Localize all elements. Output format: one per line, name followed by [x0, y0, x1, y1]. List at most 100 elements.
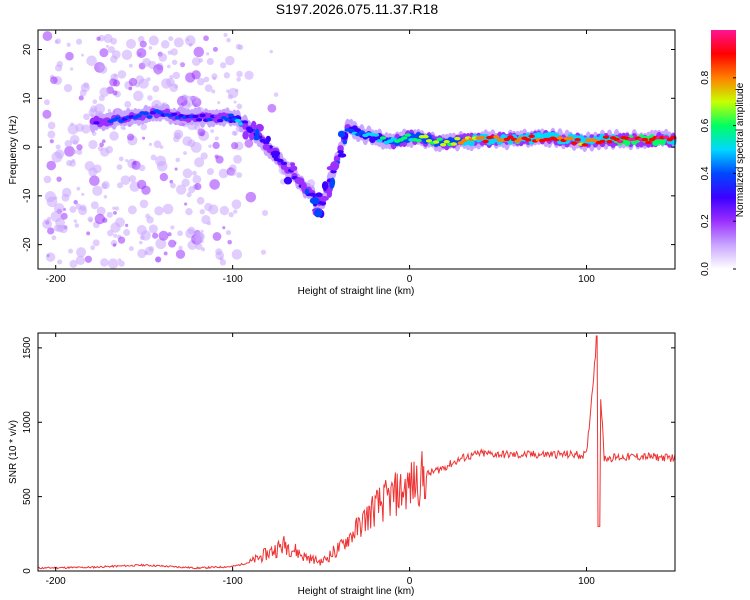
heatmap-slope-cell: [265, 135, 271, 143]
heatmap-noise-cell: [107, 108, 112, 113]
heatmap-ridge-cell: [199, 113, 206, 118]
heatmap-noise-cell: [105, 44, 109, 48]
heatmap-noise-cell: [150, 154, 157, 161]
heatmap-ridge-cell: [507, 135, 514, 139]
heatmap-noise-cell: [89, 175, 100, 187]
heatmap-noise-cell: [167, 50, 173, 55]
heatmap-noise-cell: [101, 181, 110, 190]
x-tick-label: -200: [46, 576, 66, 587]
heatmap-noise-cell: [260, 249, 267, 255]
heatmap-noise-cell: [81, 192, 85, 197]
heatmap-noise-cell: [128, 77, 138, 87]
heatmap-noise-cell: [83, 82, 89, 88]
heatmap-noise-cell: [178, 245, 183, 251]
heatmap-noise-cell: [42, 31, 53, 41]
heatmap-noise-cell: [98, 95, 105, 102]
heatmap-noise-cell: [88, 218, 93, 223]
heatmap-noise-cell: [56, 176, 62, 182]
heatmap-ridge-cell: [574, 137, 581, 142]
heatmap-noise-cell: [175, 249, 186, 259]
heatmap-noise-cell: [73, 219, 78, 223]
heatmap-noise-cell: [148, 35, 159, 46]
heatmap-slope-cell: [321, 181, 329, 191]
heatmap-noise-cell: [201, 214, 211, 225]
heatmap-noise-cell: [99, 87, 110, 97]
heatmap-ridge-cell: [171, 112, 178, 116]
heatmap-noise-cell: [233, 100, 237, 104]
heatmap-slope-cell: [242, 130, 249, 140]
heatmap-noise-cell: [166, 77, 175, 87]
y-tick-label: -10: [22, 188, 33, 203]
heatmap-noise-cell: [83, 113, 90, 121]
heatmap-noise-cell: [64, 140, 72, 148]
heatmap-noise-cell: [223, 32, 228, 38]
heatmap-ridge-cell: [206, 117, 213, 122]
heatmap-noise-cell: [152, 232, 159, 239]
heatmap-noise-cell: [200, 247, 206, 252]
heatmap-noise-cell: [116, 164, 123, 170]
heatmap-noise-cell: [135, 75, 145, 84]
heatmap-slope-cell: [248, 131, 255, 141]
heatmap-noise-cell: [237, 44, 244, 51]
heatmap-ridge-cell: [404, 133, 412, 137]
heatmap-noise-cell: [113, 73, 118, 78]
heatmap-noise-cell: [112, 243, 117, 247]
heatmap-ridge-cell: [514, 139, 521, 143]
heatmap-slope-cell: [309, 197, 320, 205]
heatmap-slope-cell: [251, 120, 257, 130]
heatmap-noise-cell: [120, 125, 125, 130]
heatmap-noise-cell: [55, 144, 61, 150]
heatmap-noise-cell: [116, 182, 124, 189]
snr-x-ticks: -200 -100 0 100: [46, 333, 595, 587]
colorbar-tick-label: 0.0: [700, 262, 711, 276]
heatmap-noise-cell: [231, 130, 237, 136]
heatmap-noise-cell: [42, 109, 52, 119]
heatmap-slope-cell: [247, 127, 254, 134]
heatmap-noise-cell: [219, 205, 230, 216]
heatmap-noise-cell: [231, 199, 242, 210]
heatmap-noise-cell: [110, 37, 118, 45]
heatmap-noise-cell: [184, 202, 188, 206]
heatmap-ridge-cell: [358, 130, 366, 134]
heatmap-noise-cell: [236, 172, 243, 179]
spectrogram-y-label: Frequency (Hz): [8, 116, 19, 185]
heatmap-noise-cell: [223, 72, 231, 79]
heatmap-noise-cell: [69, 160, 76, 167]
heatmap-noise-cell: [79, 89, 87, 97]
heatmap-noise-cell: [54, 196, 58, 200]
y-tick-label: 0: [22, 568, 33, 574]
heatmap-slope-cell: [320, 195, 329, 201]
heatmap-ridge-cell: [570, 141, 578, 145]
heatmap-noise-cell: [148, 224, 158, 234]
heatmap-noise-cell: [212, 46, 218, 52]
x-tick-label: 0: [407, 274, 413, 285]
heatmap-noise-cell: [144, 250, 149, 255]
heatmap-ridge-cell: [493, 135, 500, 139]
heatmap-noise-cell: [70, 134, 80, 145]
heatmap-noise-cell: [212, 141, 220, 150]
colorbar-ticks: 0.0 0.2 0.4 0.6 0.8: [700, 70, 736, 276]
heatmap-noise-cell: [185, 208, 193, 216]
heatmap-ridge-cell: [482, 139, 489, 144]
heatmap-noise-cell: [124, 100, 132, 108]
heatmap-ridge-cell: [457, 141, 465, 145]
heatmap-ridge-cell: [422, 134, 429, 139]
heatmap-noise-cell: [60, 212, 68, 220]
heatmap-noise-cell: [90, 245, 96, 251]
heatmap-noise-cell: [49, 139, 54, 144]
heatmap-noise-cell: [65, 51, 74, 61]
heatmap-ridge-cell: [606, 139, 613, 144]
heatmap-noise-cell: [269, 49, 273, 54]
heatmap-noise-cell: [92, 164, 102, 174]
heatmap-noise-cell: [209, 179, 220, 190]
heatmap-noise-cell: [96, 36, 101, 41]
heatmap-noise-cell: [267, 103, 277, 113]
heatmap-noise-cell: [59, 224, 68, 234]
heatmap-noise-cell: [198, 58, 204, 63]
heatmap-noise-cell: [163, 251, 168, 256]
heatmap-noise-cell: [117, 236, 126, 244]
heatmap-noise-cell: [245, 191, 257, 203]
heatmap-noise-cell: [173, 129, 184, 140]
heatmap-noise-cell: [192, 174, 202, 184]
heatmap-ridge-cell: [217, 118, 224, 123]
